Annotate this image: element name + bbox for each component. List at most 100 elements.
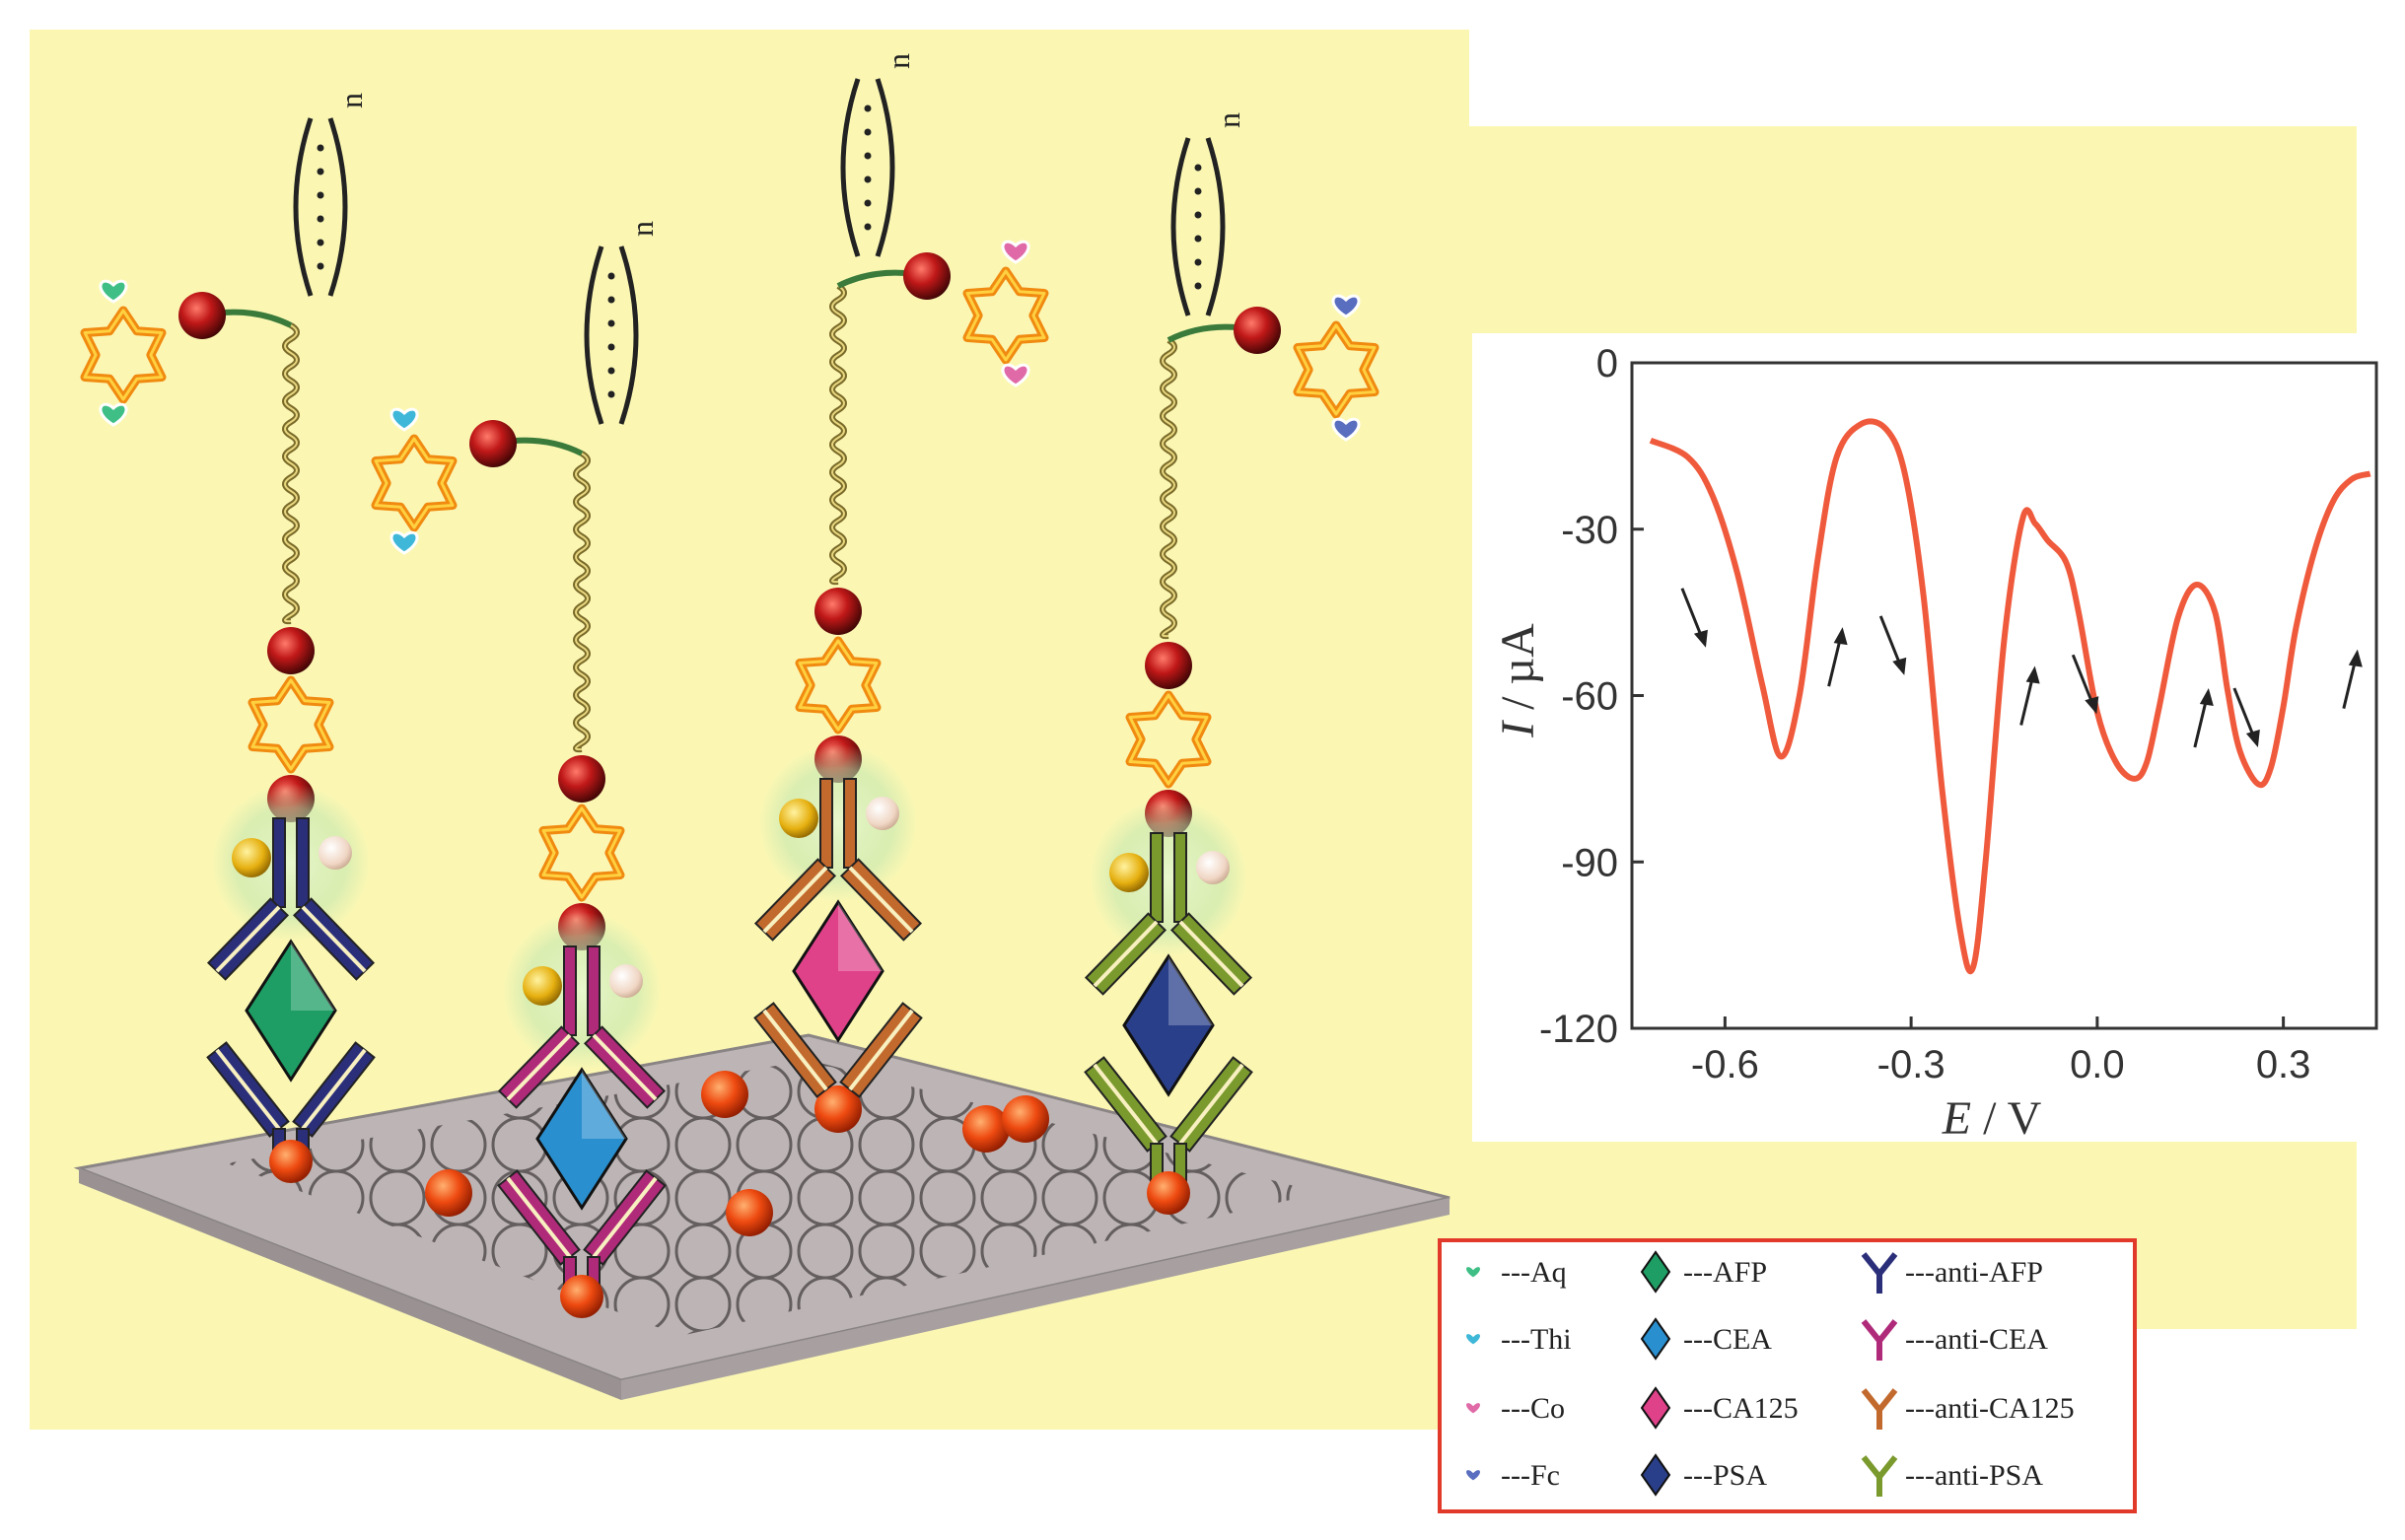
- legend-item: ---anti-PSA: [1861, 1455, 2043, 1497]
- anchor-nanoparticle: [269, 1140, 313, 1183]
- polymer-subscript: n: [1211, 112, 1246, 128]
- legend-antibody-icon: [1861, 1455, 1898, 1497]
- redox-tag: [99, 279, 128, 304]
- red-nanoparticle: [558, 755, 605, 803]
- gold-nanoparticle: [1109, 853, 1149, 892]
- legend-item: ---Aq: [1463, 1256, 1567, 1289]
- polymer-repeat-bracket: n: [840, 53, 916, 257]
- antibody-sandwich: [753, 778, 923, 1098]
- probe-cea: n: [371, 221, 667, 1318]
- legend-tag-icon: [1463, 1400, 1483, 1417]
- gold-nanoparticle: [779, 799, 818, 838]
- redox-tag: [1331, 294, 1361, 318]
- legend-antigen-icon: [1640, 1317, 1671, 1361]
- red-nanoparticle: [903, 252, 951, 300]
- direction-arrow: [1680, 588, 1708, 648]
- red-nanoparticle: [1234, 307, 1281, 354]
- series-line: [1649, 418, 2371, 975]
- antigen-diamond: [1122, 953, 1215, 1097]
- gold-nanoparticle-halo: [1090, 799, 1247, 956]
- y-tick-label: -120: [1539, 1008, 1618, 1051]
- polymer-subscript: n: [624, 221, 660, 237]
- red-nanoparticle: [814, 588, 862, 635]
- anchor-nanoparticle: [1147, 1171, 1190, 1215]
- surface-nanoparticles: [425, 1071, 1049, 1236]
- legend-label: ---AFP: [1683, 1256, 1767, 1289]
- nanoparticle: [609, 964, 643, 998]
- direction-arrow: [2193, 688, 2214, 748]
- redox-tag: [1331, 417, 1361, 442]
- red-nanoparticle: [469, 420, 517, 467]
- nanoparticle: [866, 797, 899, 830]
- legend-label: ---anti-CA125: [1905, 1392, 2075, 1425]
- probe-afp: n: [80, 93, 376, 1183]
- gold-nanoparticle-halo: [759, 744, 917, 902]
- surface-nanoparticle: [701, 1071, 748, 1118]
- legend-label: ---PSA: [1683, 1459, 1767, 1492]
- x-tick-label: -0.3: [1877, 1043, 1945, 1086]
- legend-label: ---CEA: [1683, 1323, 1772, 1356]
- antigen-diamond: [792, 899, 884, 1043]
- anchor-nanoparticle: [560, 1275, 603, 1318]
- polymer-repeat-bracket: n: [584, 221, 660, 425]
- nanoparticle: [318, 836, 352, 870]
- polymer-subscript: n: [333, 93, 369, 108]
- redox-tag: [1001, 240, 1030, 264]
- legend-item: ---CEA: [1640, 1317, 1772, 1361]
- x-tick-label: 0.0: [2070, 1043, 2125, 1086]
- legend-item: ---PSA: [1640, 1453, 1767, 1497]
- red-nanoparticle: [267, 627, 315, 674]
- legend-item: ---anti-CA125: [1861, 1388, 2075, 1430]
- legend-label: ---Thi: [1501, 1323, 1572, 1356]
- x-axis-label: E / V: [1942, 1092, 2042, 1145]
- antigen-diamond: [245, 939, 337, 1083]
- nanoparticle: [1196, 851, 1230, 884]
- direction-arrow: [2071, 654, 2099, 715]
- direction-arrow: [1827, 627, 1848, 687]
- y-axis-label: I / µA: [1492, 623, 1544, 738]
- direction-arrow: [2342, 649, 2363, 709]
- polymer-repeat-bracket: n: [293, 93, 369, 297]
- legend-label: ---Co: [1501, 1392, 1565, 1425]
- legend-label: ---Fc: [1501, 1459, 1560, 1492]
- legend-item: ---Co: [1463, 1392, 1565, 1425]
- surface-nanoparticle: [962, 1105, 1010, 1153]
- antibody-sandwich: [497, 945, 667, 1288]
- legend-tag-icon: [1463, 1467, 1483, 1484]
- surface-nanoparticle: [425, 1169, 472, 1217]
- y-tick-label: -60: [1561, 675, 1618, 719]
- antibody-sandwich: [1084, 832, 1253, 1184]
- redox-tag: [99, 402, 128, 427]
- legend-item: ---Thi: [1463, 1323, 1572, 1356]
- y-tick-label: 0: [1596, 342, 1618, 385]
- polymer-subscript: n: [881, 53, 916, 69]
- direction-arrow: [1878, 615, 1907, 675]
- redox-tag: [389, 407, 419, 432]
- surface-nanoparticle: [726, 1189, 773, 1236]
- legend-antibody-icon: [1861, 1252, 1898, 1294]
- chart-plot-frame: [1630, 361, 2378, 1030]
- legend-antigen-icon: [1640, 1250, 1671, 1294]
- gold-nanoparticle: [232, 838, 271, 877]
- gold-nanoparticle: [523, 966, 562, 1006]
- legend-tag-icon: [1463, 1331, 1483, 1348]
- probe-ca125: n: [753, 53, 1049, 1098]
- legend-label: ---anti-CEA: [1905, 1323, 2048, 1356]
- x-tick-label: 0.3: [2256, 1043, 2311, 1086]
- dpv-chart: -0.6 -0.3 0.0 0.3 0 -30 -60 -90 -120 I / µA E / …: [1472, 333, 2379, 1145]
- legend-label: ---anti-PSA: [1905, 1459, 2043, 1492]
- legend-label: ---Aq: [1501, 1256, 1567, 1289]
- legend-antibody-icon: [1861, 1388, 1898, 1430]
- red-nanoparticle: [1145, 642, 1192, 689]
- gold-nanoparticle-halo: [503, 912, 661, 1070]
- legend-item: ---anti-AFP: [1861, 1252, 2043, 1294]
- legend: ---Aq ---AFP ---anti-AFP ---Thi ---CEA ---ant…: [1438, 1238, 2137, 1513]
- y-tick-label: -90: [1561, 841, 1618, 884]
- legend-item: ---Fc: [1463, 1459, 1560, 1492]
- surface-nanoparticle: [1002, 1095, 1049, 1143]
- y-tick-label: -30: [1561, 509, 1618, 552]
- gold-nanoparticle-halo: [212, 784, 370, 942]
- antigen-diamond: [535, 1067, 628, 1211]
- probe-psa: n: [1084, 112, 1379, 1215]
